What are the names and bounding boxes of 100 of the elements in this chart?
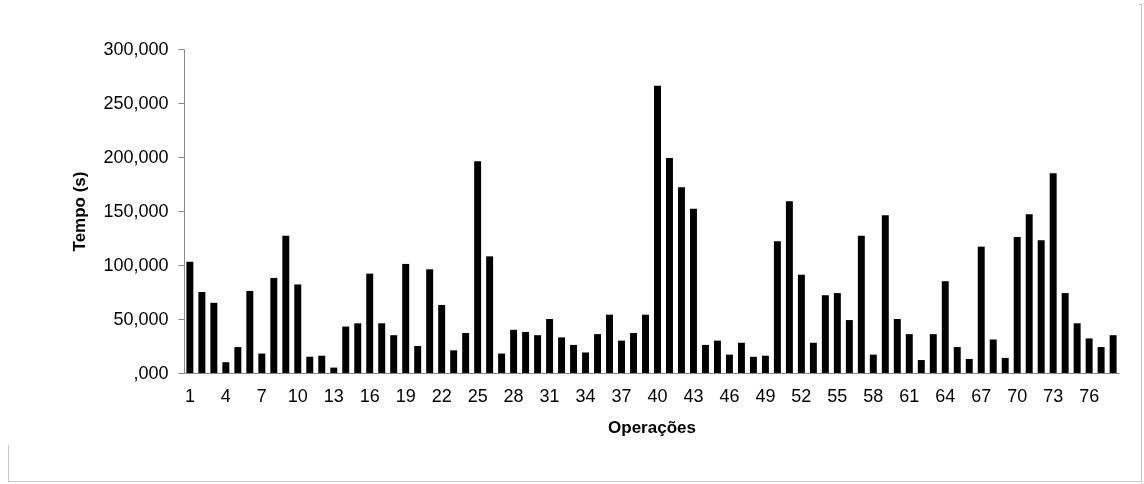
bar [905,334,913,373]
bar [570,344,578,373]
y-tick-label: ,000 [133,362,169,383]
bar [737,342,745,373]
bar [606,314,614,373]
x-tick-label: 37 [611,385,632,406]
bar [330,367,338,373]
bar [522,331,530,373]
bar [378,323,386,373]
x-tick-label: 43 [683,385,704,406]
bar [510,329,518,373]
bar [773,241,781,373]
bar [402,263,410,373]
bar [833,293,841,373]
bar [785,201,793,373]
bar [282,235,290,373]
bar [630,333,637,373]
bar [881,215,889,373]
bar [390,335,398,373]
x-tick-label: 67 [971,385,992,406]
bar [258,353,266,373]
x-tick-label: 49 [755,385,776,406]
y-tick-label: 100,000 [103,254,169,275]
bar [438,304,446,373]
bar [821,295,829,373]
bar [618,340,625,373]
x-tick-label: 46 [719,385,740,406]
x-tick-label: 13 [323,385,344,406]
bar [198,292,206,373]
x-tick-label: 70 [1007,385,1028,406]
bar [534,335,542,373]
bar [546,319,554,373]
x-tick-label: 40 [647,385,668,406]
bar [953,347,961,373]
bar [809,342,817,373]
bar [1109,335,1117,373]
bar [354,323,362,373]
bar [1001,357,1009,373]
bar [1013,236,1021,373]
x-tick-label: 16 [359,385,380,406]
y-tick-label: 200,000 [103,146,169,167]
bar [234,347,242,373]
bar [689,208,697,373]
bar [917,360,925,373]
bar [342,326,350,373]
x-tick-label: 1 [184,385,195,406]
y-tick-label: 250,000 [103,92,169,113]
bar [845,320,853,373]
x-tick-label: 34 [575,385,596,406]
bar [654,85,661,373]
bar [462,333,470,373]
bar [1037,240,1045,373]
bar [857,235,865,373]
bar [222,362,230,373]
bar [294,284,302,373]
bar [977,246,985,373]
bar [797,274,805,373]
bar [1085,338,1093,373]
x-tick-label: 64 [935,385,956,406]
y-tick-label: 150,000 [103,200,169,221]
x-axis-title: Operações [608,417,696,437]
x-tick-label: 76 [1079,385,1100,406]
bar [450,350,458,373]
x-tick-label: 58 [863,385,884,406]
bar [318,355,326,373]
y-axis-title: Tempo (s) [70,171,90,252]
bar [582,352,590,373]
y-tick-label: 50,000 [113,308,169,329]
bar [749,356,757,373]
bar [594,334,602,373]
bar [186,261,194,373]
bar [474,161,482,373]
bar [366,273,374,373]
bar [666,158,673,373]
bar [701,344,709,373]
bar [941,281,949,373]
bar [558,337,566,373]
bar [893,319,901,373]
x-tick-label: 31 [539,385,560,406]
bar [929,334,937,373]
bar [1073,323,1081,373]
bar [1049,173,1057,373]
bar [486,256,494,373]
bar [725,354,733,373]
x-tick-label: 73 [1043,385,1064,406]
bar [210,302,218,373]
x-tick-label: 10 [287,385,308,406]
bar [1097,347,1105,373]
x-tick-label: 25 [467,385,488,406]
x-tick-label: 61 [899,385,920,406]
bar [642,314,649,373]
bar [414,346,422,373]
bar [713,340,721,373]
bar [306,356,314,373]
bar [1061,293,1069,373]
bar [1025,214,1033,373]
bar [989,339,997,373]
bar [246,290,254,373]
x-tick-label: 52 [791,385,812,406]
x-tick-label: 4 [220,385,231,406]
